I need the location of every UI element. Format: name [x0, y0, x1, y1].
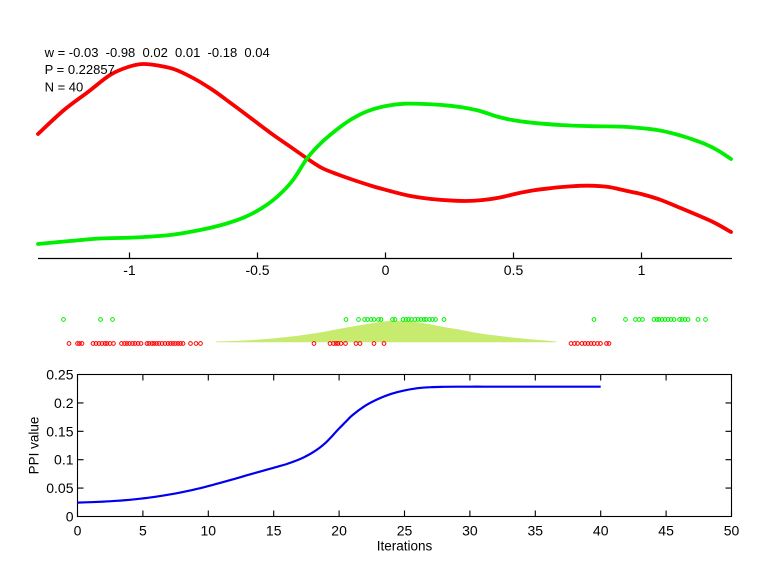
- svg-text:0.2: 0.2: [54, 395, 74, 411]
- svg-text:1: 1: [638, 262, 646, 278]
- svg-text:10: 10: [201, 523, 217, 539]
- svg-text:35: 35: [528, 523, 544, 539]
- svg-text:40: 40: [593, 523, 609, 539]
- svg-text:0: 0: [74, 523, 82, 539]
- svg-text:0.05: 0.05: [46, 480, 73, 496]
- svg-text:15: 15: [266, 523, 282, 539]
- svg-text:N = 40: N = 40: [45, 79, 84, 94]
- svg-text:-1: -1: [123, 262, 136, 278]
- svg-text:0: 0: [66, 509, 74, 525]
- svg-text:30: 30: [462, 523, 478, 539]
- svg-text:PPI value: PPI value: [27, 417, 42, 475]
- svg-text:Iterations: Iterations: [377, 539, 433, 554]
- svg-text:45: 45: [658, 523, 674, 539]
- svg-text:0: 0: [382, 262, 390, 278]
- svg-text:0.15: 0.15: [46, 423, 73, 439]
- svg-text:0.5: 0.5: [504, 262, 524, 278]
- svg-text:50: 50: [724, 523, 740, 539]
- svg-text:0.25: 0.25: [46, 367, 73, 383]
- svg-text:0.1: 0.1: [54, 452, 74, 468]
- svg-text:-0.5: -0.5: [245, 262, 269, 278]
- svg-text:25: 25: [397, 523, 413, 539]
- svg-text:20: 20: [331, 523, 347, 539]
- svg-text:P = 0.22857: P = 0.22857: [45, 62, 115, 77]
- svg-text:w = -0.03 -0.98 0.02 0.01: w = -0.03 -0.98 0.02 0.01 -0.18 0.04: [44, 45, 270, 60]
- svg-text:5: 5: [139, 523, 147, 539]
